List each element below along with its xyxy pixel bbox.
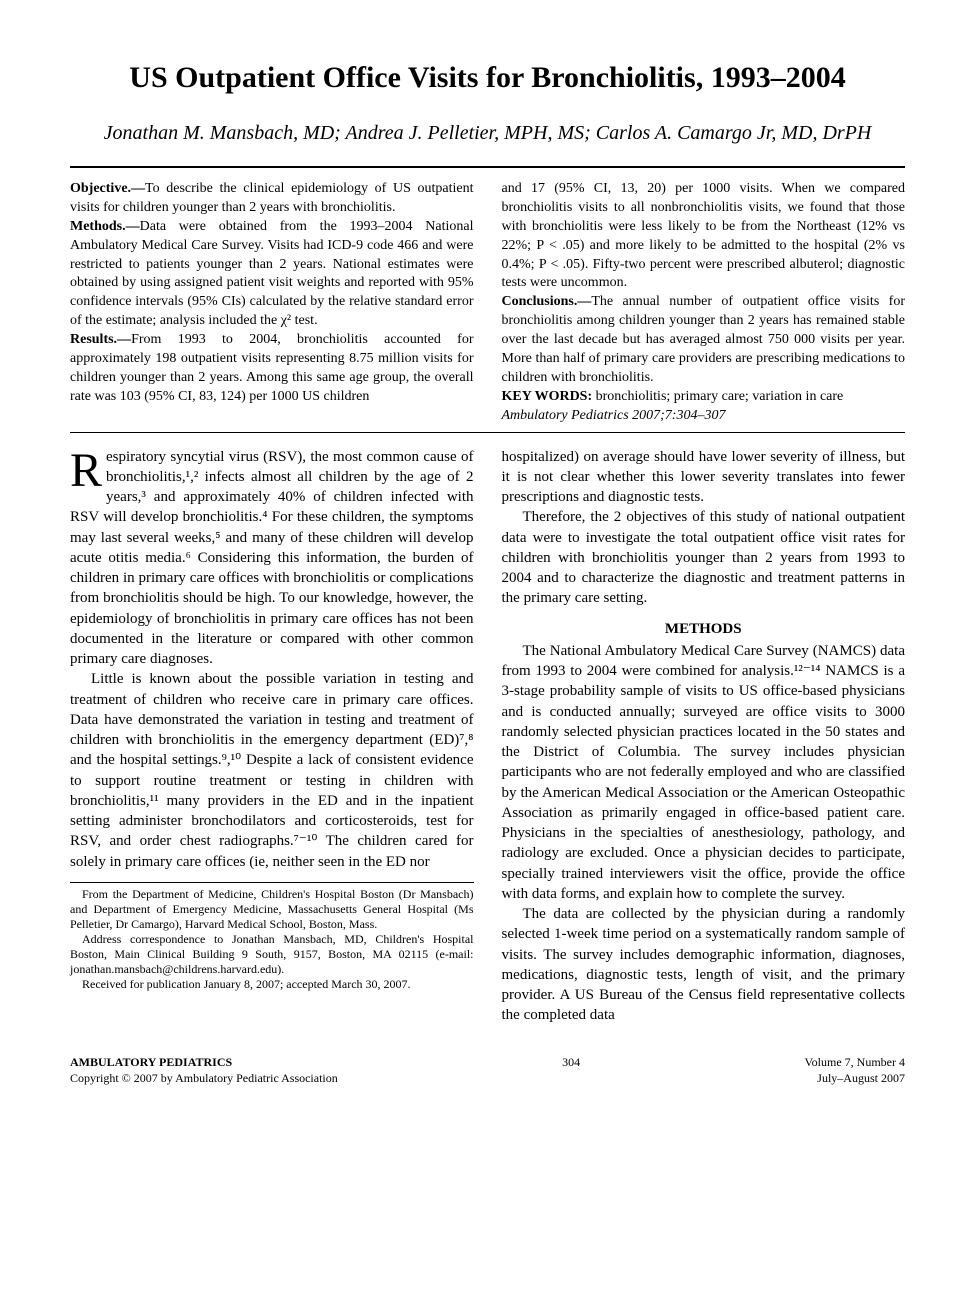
methods-text: Data were obtained from the 1993–2004 Na… xyxy=(70,219,474,328)
intro-paragraph-4: Therefore, the 2 objectives of this stud… xyxy=(502,507,906,608)
footer-copyright: Copyright © 2007 by Ambulatory Pediatric… xyxy=(70,1070,338,1086)
intro-paragraph-1: Respiratory syncytial virus (RSV), the m… xyxy=(70,447,474,670)
abstract-conclusions: Conclusions.—The annual number of outpat… xyxy=(502,293,906,387)
abstract-results-a: Results.—From 1993 to 2004, bronchioliti… xyxy=(70,331,474,407)
footer-volume: Volume 7, Number 4 xyxy=(805,1054,905,1070)
conclusions-label: Conclusions.— xyxy=(502,294,592,309)
abstract-bottom-rule xyxy=(70,432,905,433)
methods-paragraph-1: The National Ambulatory Medical Care Sur… xyxy=(502,641,906,904)
results-text-a: From 1993 to 2004, bronchiolitis account… xyxy=(70,332,474,404)
abstract-methods: Methods.—Data were obtained from the 199… xyxy=(70,218,474,331)
abstract-block: Objective.—To describe the clinical epid… xyxy=(70,180,905,426)
footnote-correspondence: Address correspondence to Jonathan Mansb… xyxy=(70,932,474,977)
intro-paragraph-3: hospitalized) on average should have low… xyxy=(502,447,906,508)
abstract-results-b: and 17 (95% CI, 13, 20) per 1000 visits.… xyxy=(502,180,906,293)
footnote-dates: Received for publication January 8, 2007… xyxy=(70,977,474,992)
methods-paragraph-2: The data are collected by the physician … xyxy=(502,904,906,1026)
footer-left: AMBULATORY PEDIATRICS Copyright © 2007 b… xyxy=(70,1054,338,1086)
footnote-rule xyxy=(70,882,474,883)
article-title: US Outpatient Office Visits for Bronchio… xyxy=(70,60,905,96)
keywords-text: bronchiolitis; primary care; variation i… xyxy=(592,389,843,404)
body-columns: Respiratory syncytial virus (RSV), the m… xyxy=(70,447,905,1026)
methods-heading: METHODS xyxy=(502,619,906,639)
footer-issue-date: July–August 2007 xyxy=(805,1070,905,1086)
footnote-block: From the Department of Medicine, Childre… xyxy=(70,882,474,992)
page-footer: AMBULATORY PEDIATRICS Copyright © 2007 b… xyxy=(70,1054,905,1086)
methods-label: Methods.— xyxy=(70,219,140,234)
abstract-objective: Objective.—To describe the clinical epid… xyxy=(70,180,474,218)
results-text-b: and 17 (95% CI, 13, 20) per 1000 visits.… xyxy=(502,181,906,290)
objective-label: Objective.— xyxy=(70,181,145,196)
top-rule xyxy=(70,166,905,168)
abstract-citation: Ambulatory Pediatrics 2007;7:304–307 xyxy=(502,407,906,426)
results-label: Results.— xyxy=(70,332,131,347)
footer-right: Volume 7, Number 4 July–August 2007 xyxy=(805,1054,905,1086)
footnote-affiliation: From the Department of Medicine, Childre… xyxy=(70,887,474,932)
footer-page-number: 304 xyxy=(562,1054,580,1086)
intro-paragraph-2: Little is known about the possible varia… xyxy=(70,669,474,872)
author-line: Jonathan M. Mansbach, MD; Andrea J. Pell… xyxy=(70,120,905,146)
abstract-keywords: KEY WORDS: bronchiolitis; primary care; … xyxy=(502,388,906,407)
keywords-label: KEY WORDS: xyxy=(502,389,593,404)
footer-journal: AMBULATORY PEDIATRICS xyxy=(70,1054,338,1070)
